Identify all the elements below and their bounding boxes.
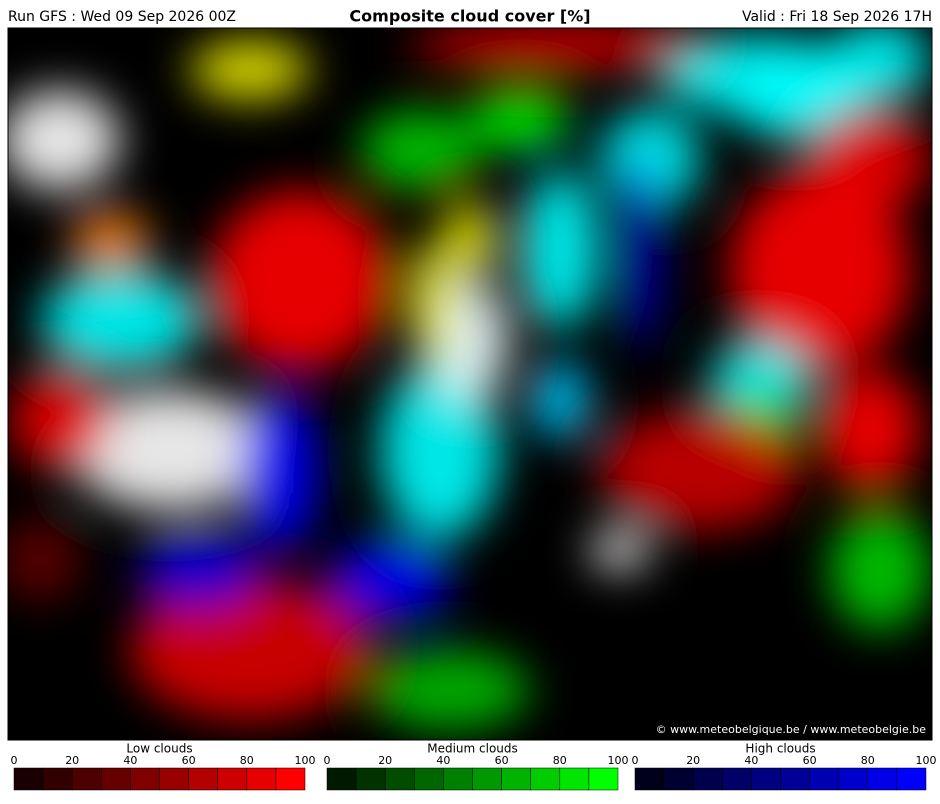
valid-info: Valid : Fri 18 Sep 2026 17H (742, 9, 932, 25)
legend-tick-label: 0 (11, 754, 18, 767)
cloud-blob (600, 410, 800, 530)
cloud-blob (190, 40, 310, 100)
map (8, 28, 932, 740)
cloud-blob (370, 650, 530, 730)
cloud-blob (210, 190, 390, 370)
legend-tick-label: 0 (632, 754, 639, 767)
legend-tick-label: 100 (295, 754, 316, 767)
legend-tick-label: 20 (378, 754, 392, 767)
legend-swatch (326, 767, 357, 791)
cloud-blob (140, 530, 260, 610)
cloud-field (8, 28, 930, 730)
cloud-blob (8, 90, 120, 190)
cloud-blob (130, 580, 370, 720)
cloud-blob (10, 370, 110, 470)
legends: Low clouds 0 20 40 60 80 100 Medium clouds 0 20 40… (11, 742, 937, 791)
cloud-blob (730, 170, 910, 370)
legend-swatch (838, 767, 869, 791)
cloud-blob (520, 170, 600, 330)
legend-swatch (530, 767, 561, 791)
cloud-blob (470, 90, 570, 150)
legend-swatch (275, 767, 306, 791)
legend-tick-label: 80 (553, 754, 567, 767)
legend-swatch (751, 767, 781, 791)
legend-swatch (13, 767, 44, 791)
legend-tick-label: 100 (608, 754, 629, 767)
legend-tick-label: 40 (744, 754, 758, 767)
legend-tick-label: 20 (65, 754, 79, 767)
legend-tick-label: 60 (182, 754, 196, 767)
run-info: Run GFS : Wed 09 Sep 2026 00Z (8, 9, 236, 25)
legend-tick-label: 60 (495, 754, 509, 767)
cloud-blob (590, 530, 650, 570)
legend-swatch (246, 767, 277, 791)
legend-swatch (501, 767, 531, 791)
legend-swatch (355, 767, 386, 791)
cloud-blob (430, 280, 510, 400)
legend-swatch (692, 767, 723, 791)
cloud-blob (830, 510, 930, 630)
legend-swatch (867, 767, 898, 791)
map-frame (7, 27, 933, 741)
legend-swatch (443, 767, 473, 791)
legend-tick-label: 60 (803, 754, 817, 767)
credit: © www.meteobelgique.be / www.meteobelgie… (656, 723, 927, 736)
legend-tick-label: 40 (123, 754, 137, 767)
legend-swatch (101, 767, 131, 791)
cloud-blob (330, 540, 450, 620)
legend-swatch (809, 767, 839, 791)
legend-swatch (896, 767, 927, 791)
legend-swatch (414, 767, 444, 791)
cloud-blob (620, 150, 660, 350)
legend-swatch (217, 767, 248, 791)
legend-tick-label: 80 (861, 754, 875, 767)
cloud-blob (445, 200, 495, 280)
legend-swatch (588, 767, 619, 791)
legend-swatch (780, 767, 810, 791)
cloud-blob (410, 240, 450, 360)
legend-swatch (71, 767, 102, 791)
legend-swatch (722, 767, 752, 791)
legend-tick-label: 100 (916, 754, 937, 767)
cloud-blob (810, 110, 930, 210)
cloud-blob (410, 28, 710, 65)
cloud-blob (820, 370, 920, 490)
legend-swatch (159, 767, 189, 791)
legend-swatch (559, 767, 590, 791)
legend-swatch (472, 767, 502, 791)
legend-label: Low clouds (126, 742, 192, 756)
legend-tick-label: 40 (436, 754, 450, 767)
cloud-blob (360, 110, 480, 190)
legend-tick-label: 20 (686, 754, 700, 767)
legend-swatch (663, 767, 694, 791)
legend-tick-label: 80 (240, 754, 254, 767)
title: Composite cloud cover [%] (349, 7, 590, 26)
legend-swatch (188, 767, 218, 791)
legend-label: High clouds (745, 742, 815, 756)
cloud-blob (8, 520, 80, 600)
legend-tick-label: 0 (324, 754, 331, 767)
legend-swatch (130, 767, 160, 791)
legend-swatch (42, 767, 73, 791)
legend-label: Medium clouds (427, 742, 518, 756)
cloud-blob (380, 360, 500, 540)
cloud-blob (40, 270, 200, 370)
cloud-blob (240, 390, 320, 550)
cloud-blob (70, 210, 150, 270)
legend-swatch (634, 767, 665, 791)
cloud-blob (70, 390, 270, 510)
cloud-blob (660, 35, 860, 115)
cloud-blob (530, 360, 590, 440)
legend-swatch (384, 767, 415, 791)
